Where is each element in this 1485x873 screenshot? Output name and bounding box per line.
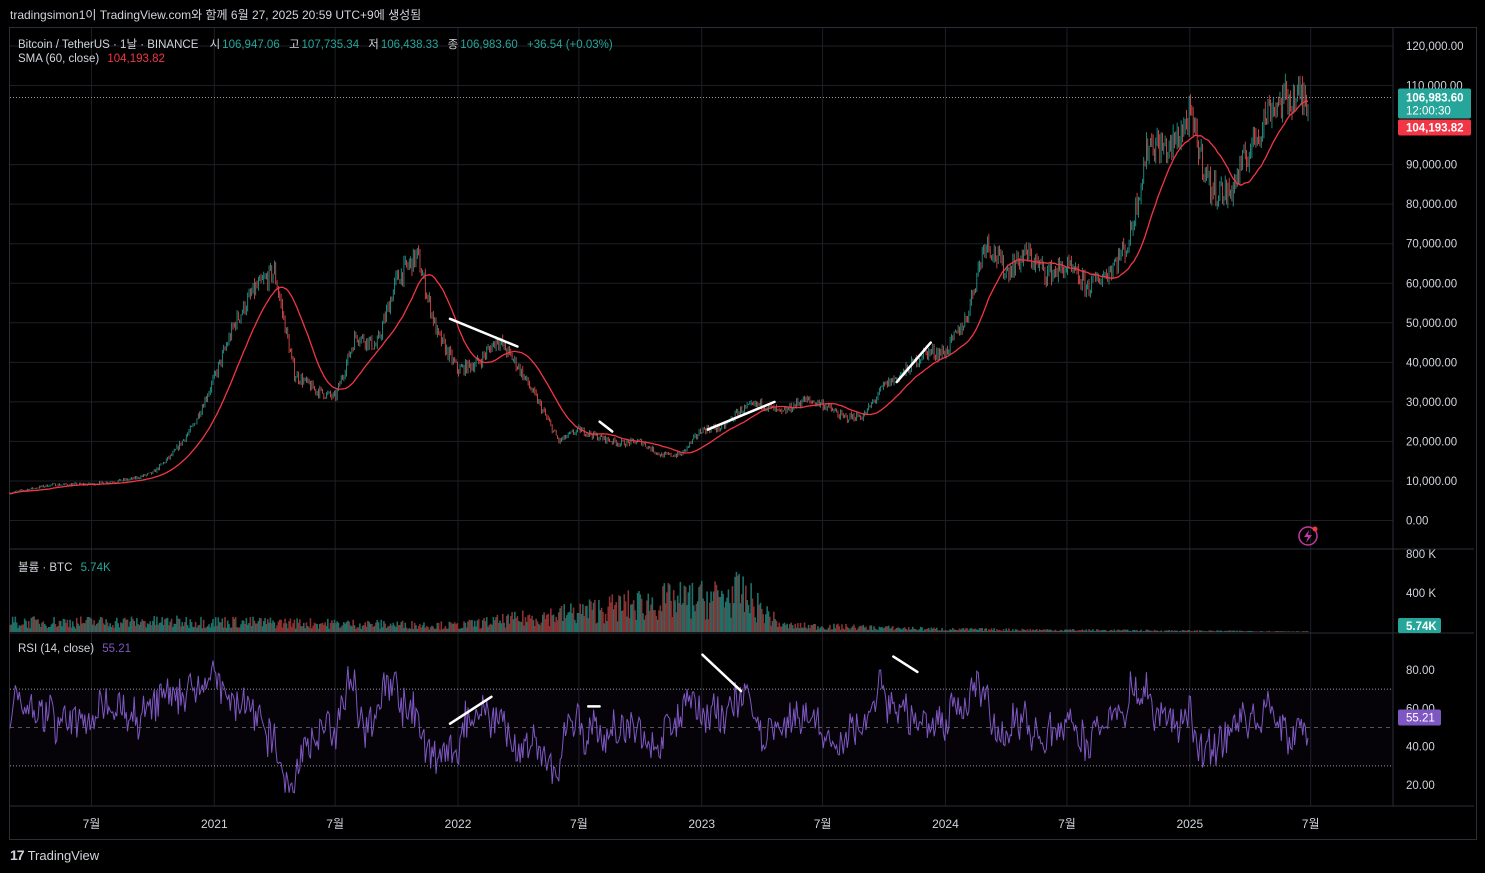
brand-name: TradingView [27, 847, 100, 863]
price-trendline [895, 341, 933, 384]
close-value: 106,983.60 [460, 39, 518, 51]
close-label: 종 [447, 39, 459, 51]
time-axis-label: 7월 [1302, 817, 1320, 831]
price-candles [9, 73, 1309, 495]
sma-line [9, 100, 1309, 495]
price-axis-label: 40,000.00 [1406, 357, 1457, 369]
price-axis-label: 0.00 [1406, 516, 1428, 528]
low-label: 저 [368, 39, 379, 51]
time-axis-label: 2022 [445, 817, 472, 831]
volume-tag-text: 5.74K [1406, 621, 1437, 633]
volume-axis-label: 400 K [1406, 588, 1436, 600]
time-axis-label: 2025 [1176, 817, 1203, 831]
volume-value: 5.74K [80, 562, 111, 574]
sma-label: SMA (60, close) [18, 53, 100, 65]
rsi-trendline [701, 653, 743, 693]
open-label: 시 [209, 39, 221, 51]
lightning-icon-bolt [1304, 530, 1312, 543]
time-axis-label: 2021 [201, 817, 228, 831]
rsi-axis-label: 40.00 [1406, 742, 1435, 754]
volume-legend[interactable]: 볼륨 · BTC 5.74K [18, 559, 113, 575]
time-axis-label: 2024 [932, 817, 959, 831]
price-axis-label: 90,000.00 [1406, 160, 1457, 172]
price-axis-label: 50,000.00 [1406, 318, 1457, 330]
footer-brand[interactable]: 17 TradingView [10, 847, 99, 863]
sma-legend[interactable]: SMA (60, close) 104,193.82 [18, 53, 167, 65]
change-value: +36.54 (+0.03%) [527, 39, 613, 51]
price-axis-label: 70,000.00 [1406, 239, 1457, 251]
volume-label: 볼륨 · BTC [18, 562, 73, 574]
time-axis-label: 7월 [326, 817, 344, 831]
countdown-text: 12:00:30 [1406, 105, 1451, 117]
sma-tag-bg [1398, 119, 1471, 136]
price-axis-label: 30,000.00 [1406, 397, 1457, 409]
grid-lines [10, 28, 1393, 806]
tradingview-logo-icon: 17 [10, 847, 25, 863]
price-trendline [706, 400, 776, 431]
price-axis-label: 20,000.00 [1406, 436, 1457, 448]
notification-dot [1312, 526, 1318, 532]
rsi-trendline [448, 695, 493, 725]
rsi-value: 55.21 [102, 643, 132, 655]
rsi-tag-text: 55.21 [1406, 713, 1435, 725]
symbol-label[interactable]: Bitcoin / TetherUS · 1날 · BINANCE [18, 39, 199, 51]
time-axis-label: 7월 [83, 817, 101, 831]
last-price-tag-text: 106,983.60 [1406, 92, 1464, 104]
volume-axis-label: 800 K [1406, 549, 1436, 561]
last-price-tag-bg [1398, 88, 1471, 119]
price-axis-label: 10,000.00 [1406, 476, 1457, 488]
rsi-axis-label: 20.00 [1406, 780, 1435, 792]
price-legend: Bitcoin / TetherUS · 1날 · BINANCE 시 106,9… [18, 36, 615, 52]
volume-bars [9, 571, 1309, 632]
sma-tag-text: 104,193.82 [1406, 122, 1464, 134]
last-price-tag [1398, 88, 1471, 119]
rsi-tag-bg [1398, 709, 1441, 726]
volume-tag-bg [1398, 618, 1441, 633]
price-trendline [448, 317, 519, 348]
rsi-label: RSI (14, close) [18, 643, 95, 655]
lightning-icon [1298, 526, 1318, 546]
time-axis-label: 7월 [570, 817, 588, 831]
time-axis-label: 2023 [688, 817, 715, 831]
rsi-trendline [892, 655, 919, 674]
rsi-legend[interactable]: RSI (14, close) 55.21 [18, 643, 133, 655]
rsi-axis-label: 80.00 [1406, 665, 1435, 677]
sma-value: 104,193.82 [107, 53, 165, 65]
price-axis-label: 60,000.00 [1406, 278, 1457, 290]
chart-caption: tradingsimon1이 TradingView.com와 함께 6월 27… [10, 8, 422, 22]
high-label: 고 [288, 39, 300, 51]
price-trendline [598, 420, 614, 433]
open-value: 106,947.06 [222, 39, 280, 51]
rsi-line [9, 660, 1309, 794]
chart-frame [9, 27, 1477, 840]
time-axis-label: 7월 [814, 817, 832, 831]
price-axis-label: 80,000.00 [1406, 199, 1457, 211]
price-axis-label: 120,000.00 [1406, 41, 1464, 53]
high-value: 107,735.34 [301, 39, 360, 51]
low-value: 106,438.33 [380, 39, 439, 51]
time-axis-label: 7월 [1058, 817, 1076, 831]
lightning-icon-ring [1298, 526, 1318, 546]
